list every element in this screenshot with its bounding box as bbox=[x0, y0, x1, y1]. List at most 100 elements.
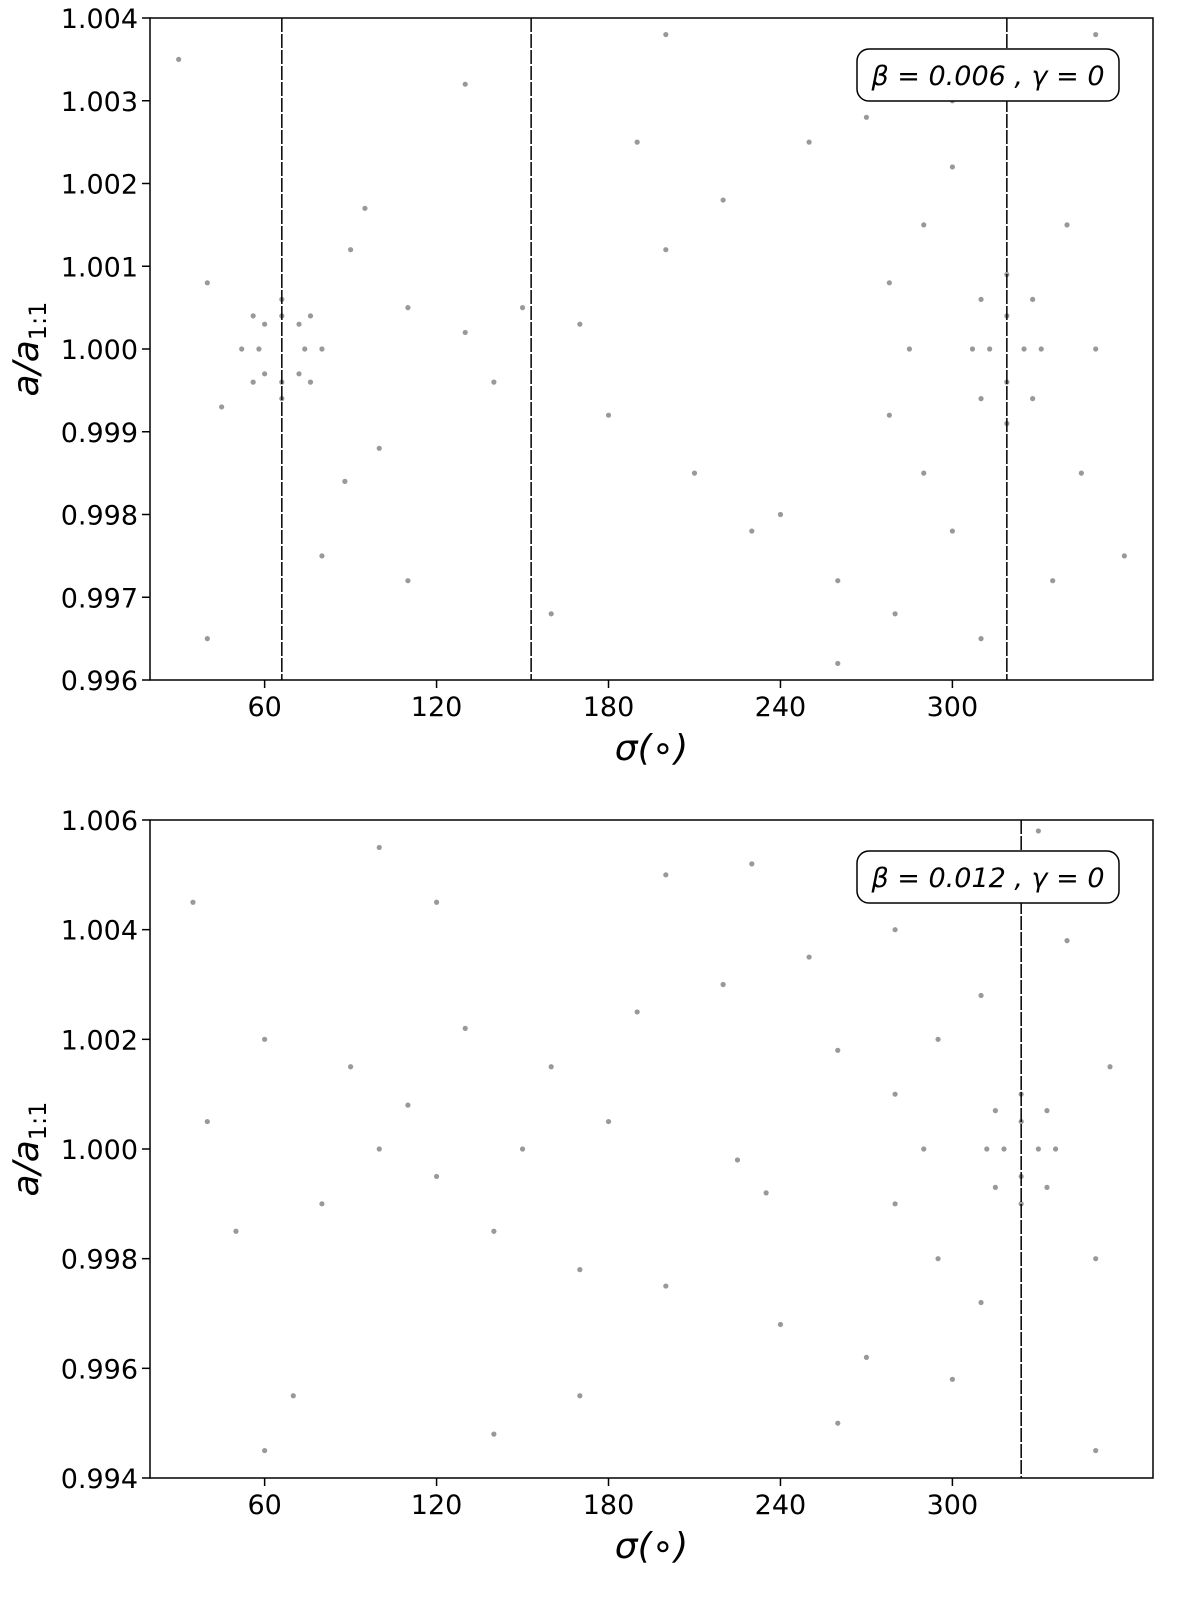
point bbox=[978, 396, 984, 402]
point bbox=[935, 1036, 941, 1042]
x-tick-label: 240 bbox=[755, 1490, 807, 1521]
point bbox=[1035, 1146, 1041, 1152]
point bbox=[663, 872, 669, 878]
point bbox=[1021, 346, 1027, 352]
point bbox=[1064, 222, 1070, 228]
point bbox=[462, 1025, 468, 1031]
point bbox=[691, 470, 698, 476]
point bbox=[949, 528, 956, 534]
point bbox=[984, 1146, 990, 1152]
point bbox=[519, 1146, 526, 1152]
y-axis-label-subscript: 1:1 bbox=[24, 1102, 52, 1141]
point bbox=[1064, 938, 1070, 944]
point bbox=[256, 346, 262, 352]
point bbox=[319, 1201, 325, 1207]
point bbox=[1093, 346, 1099, 352]
point bbox=[1001, 1146, 1007, 1152]
point bbox=[348, 247, 354, 253]
point bbox=[302, 346, 308, 352]
point bbox=[262, 1447, 268, 1454]
y-tick-label: 1.003 bbox=[61, 87, 138, 118]
x-axis-label: σ(∘) bbox=[615, 728, 688, 769]
point bbox=[176, 56, 182, 62]
point bbox=[749, 861, 755, 867]
y-tick-label: 0.998 bbox=[61, 1245, 138, 1276]
y-tick-label: 0.994 bbox=[61, 1464, 138, 1495]
point bbox=[548, 1064, 554, 1070]
point bbox=[307, 313, 314, 319]
point bbox=[577, 321, 583, 327]
point bbox=[886, 280, 892, 286]
point bbox=[1044, 1184, 1050, 1190]
point bbox=[978, 296, 984, 302]
point bbox=[634, 139, 640, 145]
point bbox=[491, 1431, 497, 1437]
y-axis-label-subscript: 1:1 bbox=[24, 302, 52, 341]
point bbox=[1052, 1146, 1059, 1152]
point bbox=[835, 1420, 841, 1426]
point bbox=[835, 660, 841, 667]
y-tick-label: 0.996 bbox=[61, 666, 138, 697]
y-tick-label: 1.002 bbox=[61, 170, 138, 201]
x-tick-label: 60 bbox=[247, 692, 281, 723]
point bbox=[749, 528, 755, 534]
point bbox=[1050, 578, 1056, 584]
point bbox=[462, 81, 468, 87]
point bbox=[777, 1321, 784, 1328]
point bbox=[892, 611, 898, 617]
point bbox=[250, 379, 256, 385]
point bbox=[433, 899, 440, 905]
point bbox=[734, 1157, 741, 1163]
point bbox=[906, 346, 913, 352]
point bbox=[233, 1228, 239, 1234]
y-tick-label: 0.996 bbox=[61, 1354, 138, 1385]
y-tick-label: 0.997 bbox=[61, 583, 138, 614]
point bbox=[806, 139, 812, 145]
point bbox=[935, 1256, 941, 1262]
point bbox=[519, 305, 526, 311]
annotation: β = 0.012 , γ = 0 bbox=[870, 863, 1104, 894]
point bbox=[835, 1047, 841, 1053]
point bbox=[921, 222, 927, 228]
point bbox=[491, 1228, 497, 1234]
point bbox=[969, 346, 976, 352]
point bbox=[319, 346, 325, 352]
point bbox=[262, 321, 268, 327]
point bbox=[462, 329, 468, 336]
point bbox=[892, 927, 898, 933]
x-tick-label: 240 bbox=[755, 692, 807, 723]
x-tick-label: 300 bbox=[927, 692, 979, 723]
point bbox=[978, 636, 984, 642]
point bbox=[376, 445, 382, 451]
point bbox=[992, 1184, 998, 1190]
point bbox=[978, 1299, 984, 1306]
point bbox=[605, 412, 612, 418]
point bbox=[1018, 1201, 1024, 1207]
y-tick-label: 1.004 bbox=[61, 916, 138, 947]
x-tick-label: 180 bbox=[583, 1490, 635, 1521]
y-axis-label-main: a/a bbox=[6, 1140, 47, 1196]
point bbox=[296, 371, 302, 377]
point bbox=[433, 1173, 440, 1180]
point bbox=[190, 899, 196, 905]
point bbox=[605, 1118, 612, 1125]
point bbox=[987, 346, 993, 352]
point bbox=[491, 379, 497, 385]
point bbox=[1035, 828, 1041, 834]
point bbox=[204, 280, 210, 286]
y-tick-label: 1.002 bbox=[61, 1025, 138, 1056]
panel: 60 120 180 240 300 0.996 0.997 0.998 0.999 1.000 1… bbox=[6, 4, 1154, 769]
point bbox=[892, 1091, 898, 1097]
point bbox=[1107, 1064, 1113, 1070]
x-tick-label: 300 bbox=[927, 1490, 979, 1521]
point bbox=[376, 1146, 382, 1152]
y-tick-label: 1.004 bbox=[61, 4, 138, 35]
point bbox=[1121, 553, 1127, 559]
plot-frame bbox=[149, 17, 1154, 681]
point bbox=[1030, 396, 1036, 402]
y-tick-label: 0.998 bbox=[61, 501, 138, 532]
panel: 60 120 180 240 300 0.994 0.996 0.998 1.000 1.002 1… bbox=[6, 806, 1154, 1567]
annotation: β = 0.006 , γ = 0 bbox=[870, 61, 1104, 92]
point bbox=[577, 1393, 583, 1399]
